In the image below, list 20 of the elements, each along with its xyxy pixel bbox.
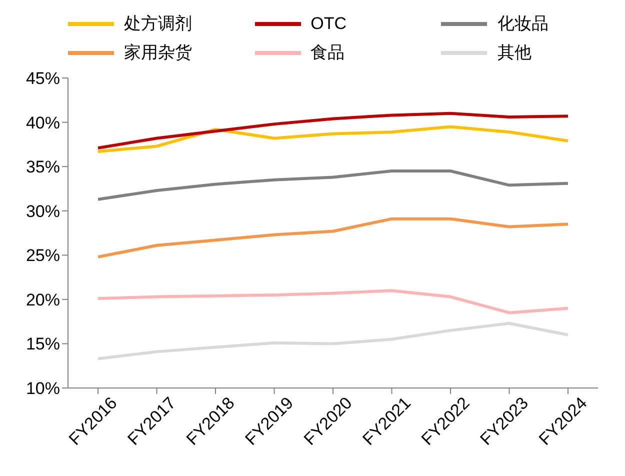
line-series [96,112,570,150]
y-tick-label: 25% [26,246,60,266]
legend-label: 食品 [310,42,345,64]
legend-label: 化妆品 [497,13,548,35]
line-series [96,217,570,258]
line-series [96,170,570,201]
y-tick-label: 45% [26,69,60,88]
legend-label: 家用杂货 [124,42,192,64]
y-tick-label: 30% [26,202,60,221]
line-series [96,322,570,360]
line-series [96,125,570,154]
y-tick-label: 40% [26,113,60,132]
y-tick-label: 10% [26,379,60,398]
line-series [96,289,570,314]
legend-label: 其他 [497,42,532,64]
y-tick-label: 15% [26,334,60,354]
legend-label: OTC [310,14,347,34]
y-tick-label: 35% [26,158,60,177]
legend-label: 处方调剂 [124,13,192,35]
y-tick-label: 20% [26,290,60,310]
